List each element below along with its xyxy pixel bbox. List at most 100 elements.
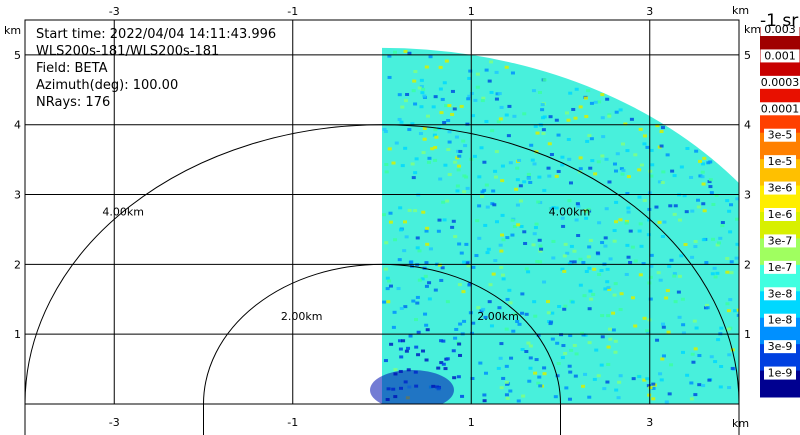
beta-cell bbox=[659, 144, 664, 148]
beta-cell bbox=[524, 350, 529, 354]
beta-cell bbox=[628, 260, 633, 264]
beta-cell bbox=[680, 350, 685, 354]
range-ring-2 bbox=[24, 124, 740, 435]
beta-cell bbox=[737, 246, 739, 250]
beta-cell bbox=[382, 127, 387, 131]
beta-cell bbox=[682, 194, 687, 198]
beta-cell bbox=[456, 149, 461, 153]
x-tick-bottom: -1 bbox=[287, 416, 298, 429]
beta-cell bbox=[612, 239, 617, 243]
beta-cell bbox=[701, 202, 706, 206]
beta-cell bbox=[701, 162, 706, 166]
beta-cell bbox=[667, 264, 672, 268]
beta-cell bbox=[489, 324, 494, 328]
beta-cell bbox=[507, 288, 512, 292]
beta-cell bbox=[412, 79, 417, 83]
beta-cell bbox=[393, 238, 398, 242]
beta-cell bbox=[561, 344, 566, 348]
beta-cell bbox=[411, 299, 416, 303]
beta-cell bbox=[573, 374, 578, 378]
beta-cell bbox=[584, 216, 589, 220]
beta-cell bbox=[708, 160, 713, 164]
beta-cell bbox=[442, 81, 447, 85]
colorbar-label: 3e-9 bbox=[768, 340, 793, 353]
beta-cell bbox=[637, 168, 642, 172]
range-ring-label: 2.00km bbox=[477, 310, 519, 323]
beta-cell bbox=[442, 121, 447, 125]
beta-cell bbox=[382, 300, 387, 304]
beta-cell bbox=[684, 210, 689, 214]
beta-cell bbox=[700, 175, 705, 179]
beta-cell bbox=[528, 344, 533, 348]
beta-cell bbox=[499, 265, 504, 269]
colorbar-label: 3e-7 bbox=[768, 234, 793, 247]
beta-cell bbox=[617, 380, 622, 384]
beta-cell bbox=[500, 273, 505, 277]
beta-cell bbox=[754, 275, 758, 278]
beta-cell bbox=[568, 370, 573, 374]
beta-cell bbox=[494, 150, 499, 154]
beta-cell bbox=[494, 97, 499, 101]
beta-cell bbox=[500, 233, 505, 237]
beta-cell bbox=[734, 256, 739, 260]
beta-cell bbox=[415, 246, 420, 250]
beta-cell bbox=[651, 386, 656, 390]
beta-cell bbox=[566, 118, 571, 122]
beta-cell bbox=[615, 152, 620, 156]
beta-cell bbox=[474, 254, 479, 258]
beta-cell bbox=[491, 189, 496, 193]
beta-cell bbox=[471, 114, 476, 118]
beta-cell bbox=[562, 307, 567, 311]
beta-cell bbox=[546, 311, 551, 315]
beta-cell bbox=[583, 372, 588, 376]
beta-cell bbox=[504, 65, 509, 69]
beta-cell bbox=[741, 343, 745, 346]
beta-cell bbox=[469, 331, 474, 335]
beta-cell bbox=[648, 297, 653, 301]
beta-cell bbox=[742, 273, 746, 276]
beta-cell bbox=[633, 324, 638, 328]
beta-cell bbox=[416, 330, 421, 334]
beta-cell bbox=[532, 162, 537, 166]
beta-cell bbox=[528, 356, 533, 360]
beta-cell bbox=[453, 235, 458, 239]
beta-cell bbox=[639, 244, 644, 248]
beta-cell bbox=[637, 195, 642, 199]
beta-cell bbox=[446, 118, 451, 122]
beta-cell bbox=[520, 347, 525, 351]
beta-cell bbox=[407, 208, 412, 212]
beta-cell bbox=[755, 228, 759, 231]
beta-cell bbox=[567, 199, 572, 203]
beta-cell bbox=[442, 218, 447, 222]
beta-cell bbox=[651, 397, 656, 401]
beta-cell bbox=[603, 236, 608, 240]
beta-cell bbox=[618, 218, 623, 222]
beta-cell bbox=[500, 213, 505, 217]
beta-cell bbox=[433, 145, 438, 149]
beta-cell bbox=[587, 307, 592, 311]
beta-cell bbox=[655, 124, 660, 128]
beta-cell bbox=[456, 168, 461, 172]
beta-cell bbox=[711, 202, 716, 206]
beta-cell bbox=[718, 385, 723, 389]
beta-cell bbox=[633, 153, 638, 157]
colorbar-label-bg bbox=[764, 260, 796, 274]
colorbar-label-bg bbox=[757, 102, 800, 116]
beta-cell bbox=[540, 108, 545, 112]
beta-cell bbox=[618, 374, 623, 378]
beta-cell bbox=[583, 333, 588, 337]
y-unit-right: km bbox=[744, 23, 761, 36]
beta-cell bbox=[569, 244, 574, 248]
beta-cell bbox=[447, 140, 452, 144]
beta-cell bbox=[575, 202, 580, 206]
beta-cell bbox=[508, 389, 513, 393]
beta-cell bbox=[587, 395, 592, 399]
beta-cell bbox=[599, 363, 604, 367]
beta-cell bbox=[587, 245, 592, 249]
beta-cell bbox=[423, 274, 428, 278]
beta-cell bbox=[451, 349, 456, 353]
beta-cell bbox=[504, 364, 509, 368]
beta-cell bbox=[533, 226, 538, 230]
beta-cell bbox=[473, 98, 478, 102]
beta-cell bbox=[476, 306, 481, 310]
